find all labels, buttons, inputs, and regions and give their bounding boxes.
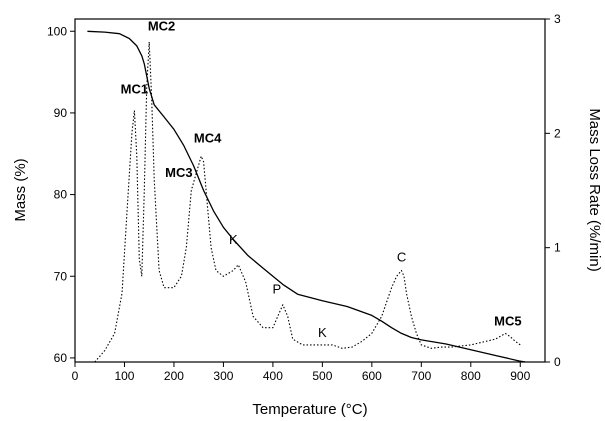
- ticks-layer: 0 100 200 300 400 500 600 700 800 900 60 70 80 90 100 0…: [47, 12, 561, 383]
- peak-label: C: [397, 249, 406, 264]
- x-tick-label: 100: [114, 369, 134, 383]
- y-tick-label: 60: [54, 351, 68, 365]
- peak-label: MC5: [494, 313, 521, 328]
- y2-tick-label: 3: [554, 12, 561, 26]
- plot-frame: [74, 18, 546, 363]
- y-tick-label: 100: [47, 24, 67, 38]
- x-tick-label: 500: [312, 369, 332, 383]
- y-axis-title: Mass (%): [12, 158, 29, 221]
- x-tick-label: 700: [411, 369, 431, 383]
- x-tick-label: 0: [72, 369, 79, 383]
- x-axis-title: Temperature (°C): [252, 401, 367, 418]
- y-tick-label: 80: [54, 188, 68, 202]
- annotations-layer: MC1 MC2 MC3 MC4 K P K C MC5: [121, 18, 522, 339]
- x-tick-label: 300: [213, 369, 233, 383]
- x-tick-label: 200: [164, 369, 184, 383]
- y2-axis-title: Mass Loss Rate (%/min): [586, 108, 603, 271]
- x-tick-label: 400: [263, 369, 283, 383]
- y-tick-label: 70: [54, 269, 68, 283]
- x-tick-label: 900: [510, 369, 530, 383]
- peak-label: MC3: [165, 165, 192, 180]
- peak-label: K: [318, 325, 327, 340]
- mass-line: [87, 30, 526, 363]
- series-layer: [87, 30, 526, 363]
- y-tick-label: 90: [54, 106, 68, 120]
- y2-tick-label: 0: [554, 355, 561, 369]
- peak-label: MC4: [194, 130, 222, 145]
- x-tick-label: 800: [461, 369, 481, 383]
- x-tick-label: 600: [362, 369, 382, 383]
- peak-label: K: [229, 232, 238, 247]
- y2-tick-label: 1: [554, 241, 561, 255]
- mass-loss-rate-line: [94, 41, 521, 363]
- y2-tick-label: 2: [554, 126, 561, 140]
- peak-label: MC2: [148, 18, 175, 33]
- peak-label: MC1: [121, 81, 148, 96]
- peak-label: P: [273, 281, 282, 296]
